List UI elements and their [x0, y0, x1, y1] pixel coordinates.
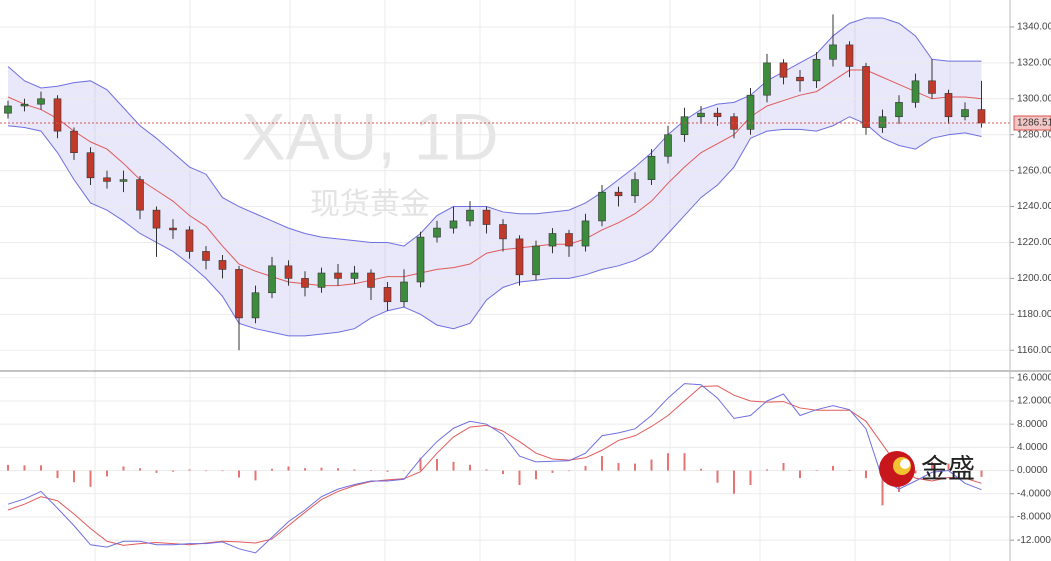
candle-body [169, 227, 177, 231]
y-tick-label: 1340.00 [1017, 22, 1051, 33]
candle-body [977, 109, 986, 124]
candle-body [565, 233, 573, 247]
candle-body [878, 116, 887, 128]
y-tick-label: -8.0000 [1017, 512, 1051, 523]
candle-body [713, 112, 722, 118]
band-upper [7, 17, 982, 247]
y-tick-label: 12.0000 [1017, 396, 1051, 407]
candle-body [136, 179, 144, 211]
candle-body [416, 236, 425, 283]
candle-body [433, 227, 441, 238]
candle-body [532, 245, 540, 276]
candle-body [647, 155, 656, 180]
candle-body [895, 102, 903, 118]
candle-body [466, 209, 474, 222]
y-tick-label: -12.0000 [1017, 535, 1051, 546]
candle-body [185, 229, 194, 252]
y-tick-label: 1180.00 [1017, 309, 1051, 320]
y-tick-label: 1300.00 [1017, 93, 1051, 104]
y-tick-label: 8.0000 [1017, 419, 1048, 430]
last-price-box [1013, 115, 1051, 131]
candle-body [614, 191, 623, 197]
y-tick-label: 1260.00 [1017, 165, 1051, 176]
signal-line [7, 385, 982, 546]
last-price-label: 1286.51 [1017, 118, 1051, 129]
logo: 金盛 [879, 451, 975, 487]
candle-body [499, 224, 507, 240]
candle-body [103, 177, 111, 182]
macd-line [7, 383, 982, 554]
candle-body [515, 238, 524, 276]
band-middle [7, 69, 982, 287]
candle-body [812, 58, 821, 82]
candle-body [631, 179, 639, 197]
band-lower [7, 116, 982, 337]
plot: 1160.00 1180.00 1200.00 1220.00 1240.00 1260.… [0, 14, 1051, 554]
candle-body [581, 220, 590, 247]
candle-body [367, 272, 375, 288]
candle-body [317, 272, 326, 288]
y-tick-label: 1280.00 [1017, 129, 1051, 140]
candle-body [779, 62, 788, 78]
candle-body [548, 233, 557, 247]
watermark-title: XAU, 1D [242, 99, 499, 173]
candle-body [845, 44, 854, 67]
y-tick-label: 16.0000 [1017, 372, 1051, 383]
y-tick-label: 0.0000 [1017, 465, 1048, 476]
candle-body [928, 80, 936, 94]
candle-body [862, 66, 870, 128]
candle-body [119, 179, 128, 182]
candle-body [746, 94, 755, 130]
candle-body [944, 93, 953, 118]
y-tick-label: 1220.00 [1017, 237, 1051, 248]
candle-body [4, 105, 12, 114]
candle-body [301, 278, 309, 288]
candle-body [284, 265, 293, 279]
candle-body [334, 272, 342, 279]
candle-body [449, 220, 458, 229]
candle-body [70, 130, 78, 153]
candle-body [20, 103, 29, 107]
candle-body [680, 116, 689, 136]
candle-body [911, 80, 920, 103]
candle-body [383, 287, 392, 303]
candle-body [86, 152, 95, 179]
candle-body [251, 292, 260, 319]
candle-body [598, 191, 606, 222]
logo-text: 金盛 [921, 454, 975, 484]
y-tick-label: -4.0000 [1017, 488, 1051, 499]
candle-body [829, 44, 837, 60]
vertical-grid [94, 0, 951, 561]
candle-body [961, 109, 969, 118]
y-tick-label: 1200.00 [1017, 273, 1051, 284]
candle-body [202, 251, 210, 261]
candle-body [53, 98, 62, 132]
y-tick-label: 1160.00 [1017, 345, 1051, 356]
logo-mark [900, 459, 910, 469]
candle-body [350, 272, 359, 279]
candle-body [482, 209, 491, 225]
watermark-subtitle: 现货黄金 [310, 188, 430, 221]
candle-body [218, 260, 227, 270]
y-tick-label: 1240.00 [1017, 201, 1051, 212]
candle-body [796, 76, 804, 82]
candle-body [152, 209, 161, 229]
y-tick-label: 4.0000 [1017, 442, 1048, 453]
band-fill [8, 17, 982, 336]
candle-body [235, 269, 243, 319]
candle-body [37, 98, 45, 105]
y-tick-label: 1320.00 [1017, 58, 1051, 69]
candle-body [400, 281, 408, 303]
candle-body [664, 134, 672, 157]
candle-body [763, 62, 771, 96]
candle-body [268, 265, 276, 294]
candle-body [697, 112, 705, 118]
